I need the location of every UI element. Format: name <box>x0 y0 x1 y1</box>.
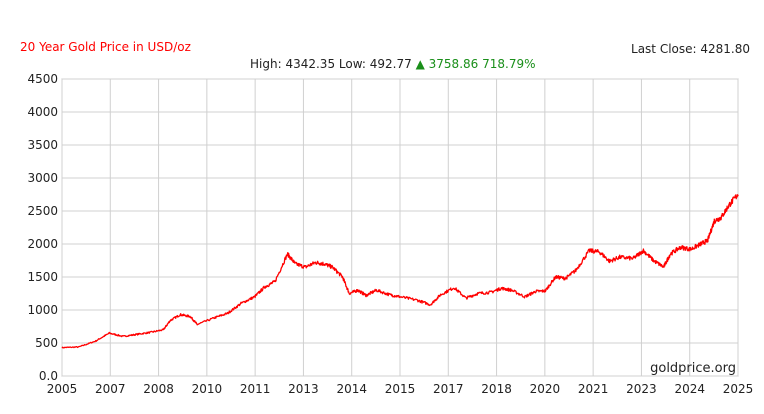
y-tick-label: 4500 <box>27 72 58 86</box>
x-tick-label: 2008 <box>143 382 174 396</box>
change-value: 3758.86 <box>428 57 479 71</box>
y-tick-label: 3000 <box>27 171 58 185</box>
x-tick-label: 2017 <box>433 382 464 396</box>
x-tick-label: 2005 <box>47 382 78 396</box>
high-label: High: <box>250 57 282 71</box>
x-tick-label: 2023 <box>626 382 657 396</box>
y-tick-label: 500 <box>35 336 58 350</box>
watermark: goldprice.org <box>650 361 736 376</box>
x-tick-label: 2015 <box>385 382 416 396</box>
x-tick-label: 2007 <box>95 382 126 396</box>
x-tick-label: 2014 <box>336 382 367 396</box>
change-percent: 718.79% <box>482 57 536 71</box>
up-arrow-icon: ▲ <box>415 57 425 71</box>
x-tick-label: 2013 <box>288 382 319 396</box>
y-tick-label: 4000 <box>27 105 58 119</box>
y-tick-label: 1500 <box>27 270 58 284</box>
y-tick-label: 0.0 <box>39 369 58 383</box>
y-tick-label: 3500 <box>27 138 58 152</box>
x-tick-label: 2025 <box>723 382 754 396</box>
x-tick-label: 2021 <box>578 382 609 396</box>
price-stats: High: 4342.35 Low: 492.77 ▲ 3758.86 718.… <box>250 57 536 71</box>
y-tick-label: 2000 <box>27 237 58 251</box>
y-tick-label: 1000 <box>27 303 58 317</box>
x-tick-label: 2011 <box>240 382 271 396</box>
x-tick-label: 2024 <box>674 382 705 396</box>
price-line <box>61 194 739 349</box>
low-label: Low: <box>338 57 366 71</box>
last-close-label: Last Close: 4281.80 <box>631 42 750 56</box>
x-tick-label: 2020 <box>530 382 561 396</box>
x-tick-label: 2018 <box>481 382 512 396</box>
chart-title: 20 Year Gold Price in USD/oz <box>20 40 191 54</box>
y-tick-label: 2500 <box>27 204 58 218</box>
low-value: 492.77 <box>369 57 412 71</box>
x-tick-label: 2010 <box>192 382 223 396</box>
high-value: 4342.35 <box>285 57 336 71</box>
